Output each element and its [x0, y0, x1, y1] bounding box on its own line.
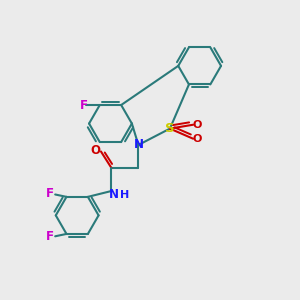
Text: F: F — [46, 230, 54, 243]
Text: N: N — [109, 188, 119, 201]
Text: O: O — [193, 120, 202, 130]
Text: F: F — [80, 98, 87, 112]
Text: N: N — [134, 138, 143, 152]
Text: S: S — [165, 122, 175, 135]
Text: H: H — [120, 190, 129, 200]
Text: O: O — [91, 143, 100, 157]
Text: O: O — [193, 134, 202, 144]
Text: F: F — [46, 188, 54, 200]
